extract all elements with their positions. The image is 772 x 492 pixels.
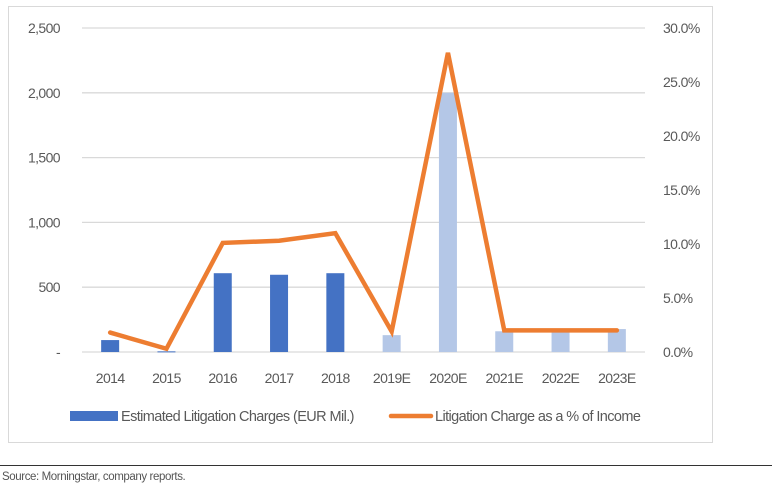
- bar: [270, 274, 289, 352]
- x-tick-label: 2014: [96, 370, 126, 386]
- x-axis: 2014 2015 2016 2017 2018 2019E 2020E 2021E 2022E…: [96, 370, 637, 386]
- chart-frame: [8, 6, 713, 443]
- left-tick-label: 1,500: [28, 150, 61, 166]
- bar: [382, 335, 401, 352]
- right-tick-label: 30.0%: [663, 20, 700, 36]
- legend: Estimated Litigation Charges (EUR Mil.) …: [70, 409, 641, 425]
- line-path: [107, 52, 620, 352]
- bar: [607, 329, 626, 352]
- legend-bar-swatch: [70, 411, 118, 421]
- x-tick-label: 2016: [208, 370, 238, 386]
- left-tick-label: 1,000: [28, 214, 61, 230]
- bar: [326, 273, 345, 352]
- footer-rule: [0, 465, 772, 466]
- right-tick-label: 0.0%: [663, 344, 693, 360]
- x-tick-label: 2021E: [486, 370, 524, 386]
- right-tick-label: 15.0%: [663, 182, 700, 198]
- left-tick-label: 2,000: [28, 85, 61, 101]
- source-note: Source: Morningstar, company reports.: [2, 471, 186, 483]
- x-tick-label: 2015: [152, 370, 182, 386]
- bar: [213, 273, 232, 352]
- right-tick-label: 5.0%: [663, 290, 693, 306]
- bar: [495, 331, 514, 352]
- x-tick-label: 2019E: [373, 370, 411, 386]
- x-tick-label: 2017: [265, 370, 295, 386]
- right-tick-label: 20.0%: [663, 128, 700, 144]
- right-tick-label: 25.0%: [663, 74, 700, 90]
- x-tick-label: 2022E: [542, 370, 580, 386]
- gridlines: [82, 27, 645, 353]
- bar: [551, 331, 570, 352]
- legend-bar-label: Estimated Litigation Charges (EUR Mil.): [121, 409, 354, 425]
- right-axis: 0.0% 5.0% 10.0% 15.0% 20.0% 25.0% 30.0%: [663, 20, 700, 360]
- chart: - 500 1,000 1,500 2,000 2,500 0.0% 5.0% 10.0% 15…: [28, 20, 700, 425]
- bar: [157, 351, 176, 353]
- x-tick-label: 2023E: [598, 370, 636, 386]
- x-tick-label: 2020E: [429, 370, 467, 386]
- left-tick-label: -: [56, 344, 61, 360]
- left-tick-label: 2,500: [28, 20, 61, 36]
- left-tick-label: 500: [38, 279, 60, 295]
- bar-series: [101, 92, 626, 353]
- x-tick-label: 2018: [321, 370, 351, 386]
- line-series: [107, 52, 620, 352]
- left-axis: - 500 1,000 1,500 2,000 2,500: [28, 20, 62, 360]
- bar: [438, 92, 457, 353]
- legend-line-label: Litigation Charge as a % of Income: [435, 409, 641, 425]
- right-tick-label: 10.0%: [663, 236, 700, 252]
- bar: [101, 340, 120, 352]
